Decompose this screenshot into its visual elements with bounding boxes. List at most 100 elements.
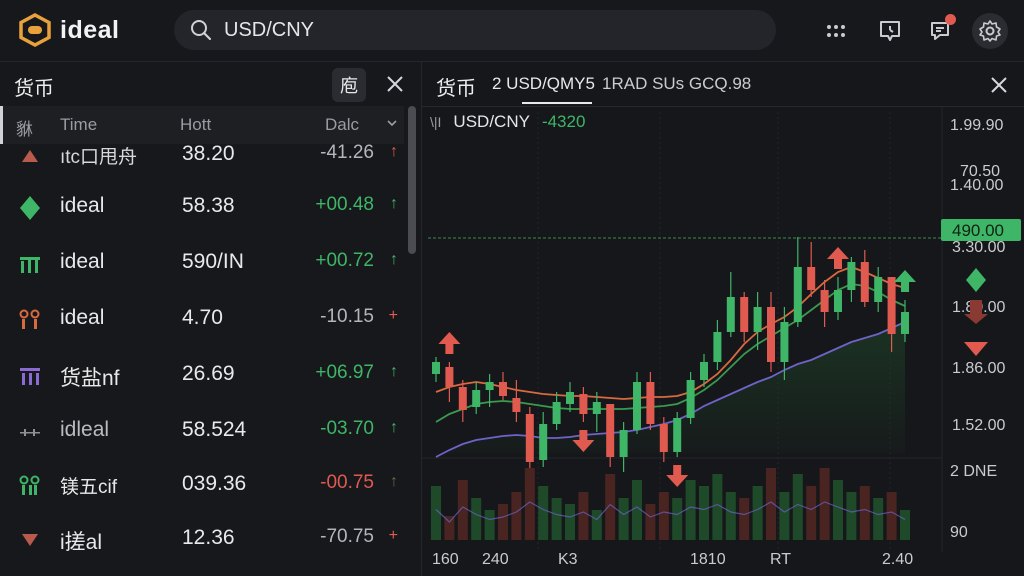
volume-average-line: [435, 501, 906, 523]
search-bar[interactable]: USD/CNY: [174, 10, 776, 50]
list-item[interactable]: 镁五cif 039.36 -00.75 ↑: [0, 458, 404, 514]
candle-body: [874, 277, 883, 302]
list-item[interactable]: ideal 4.70 -10.15 +: [0, 292, 404, 348]
current-price-tag: [941, 219, 1021, 241]
search-input[interactable]: USD/CNY: [224, 18, 315, 41]
volume-bar: [498, 504, 508, 540]
column-header-hot[interactable]: Hott: [180, 115, 212, 134]
candles: [432, 237, 909, 482]
column-header-time[interactable]: Time: [60, 115, 98, 134]
tab-usd-cny[interactable]: 2 USD/QMY5: [492, 74, 595, 93]
logo-hexagon-icon: [18, 13, 52, 47]
scrollbar[interactable]: [408, 106, 416, 254]
trend-arrow-icon: ↑: [390, 143, 398, 160]
list-item[interactable]: ıtc口甩舟 38.20 -41.26 ↑: [0, 128, 404, 184]
currency-price: 039.36: [182, 472, 247, 495]
candle-body: [579, 394, 588, 414]
down-triangle-icon: [18, 528, 42, 552]
currency-change: -03.70: [320, 418, 374, 439]
price-label: 1.99.90: [950, 117, 1003, 134]
column-header-0[interactable]: 貅: [16, 120, 33, 139]
app-logo[interactable]: ideal: [18, 13, 119, 47]
candle-body: [753, 307, 762, 332]
volume-bar: [819, 468, 830, 540]
currency-price: 26.69: [182, 362, 235, 385]
chart-panel: 货币 2 USD/QMY5 1RAD SUs GCQ.98 \|I USD/CN…: [422, 62, 1024, 576]
currency-price: 58.524: [182, 418, 247, 441]
close-icon[interactable]: [380, 69, 410, 99]
volume-bar: [538, 486, 549, 540]
volume-label: 90: [950, 524, 968, 541]
currency-name: ıtc口甩舟: [60, 147, 138, 168]
candle-body: [740, 297, 749, 332]
volume-label: 2 DNE: [950, 463, 997, 480]
volume-bar: [591, 510, 602, 540]
app-name: ideal: [60, 15, 120, 44]
volume-bar: [484, 510, 495, 540]
list-item[interactable]: ideal 590/IN +00.72 ↑: [0, 236, 404, 292]
bars-icon: [18, 474, 42, 498]
search-icon: [191, 20, 212, 41]
bars-icon: [18, 420, 42, 444]
time-label: K3: [558, 551, 578, 568]
volume-bar: [712, 474, 723, 540]
candle-body: [860, 262, 869, 302]
candle-body: [713, 332, 722, 362]
legend-change: -4320: [541, 112, 586, 131]
clock-tag-icon[interactable]: [872, 13, 908, 49]
price-label: 1.40.00: [950, 177, 1003, 194]
list-column-header: 貅 Time Hott Dalc: [0, 106, 404, 144]
chevron-down-icon[interactable]: [386, 114, 398, 134]
candle-body: [780, 322, 789, 362]
volume-bar: [632, 480, 642, 540]
volume-bar: [886, 492, 897, 540]
volume-bar: [739, 498, 750, 540]
moving-average-line: [435, 321, 906, 458]
current-price-label: 490.00: [952, 221, 1004, 240]
currency-name: 货盐nf: [60, 367, 120, 390]
candle-body: [445, 367, 454, 387]
settings-icon[interactable]: [972, 13, 1008, 49]
grid-icon[interactable]: [818, 13, 854, 49]
list-item[interactable]: i搓al 12.36 -70.75 +: [0, 512, 404, 568]
currency-name: i搓al: [60, 531, 103, 554]
close-icon[interactable]: [984, 70, 1014, 100]
volume-bar: [846, 492, 857, 540]
list-item[interactable]: 货盐nf 26.69 +06.97 ↑: [0, 348, 404, 404]
sell-arrow-icon: [964, 300, 988, 324]
currency-change: -10.15: [320, 306, 374, 327]
moving-average-line: [435, 266, 906, 400]
candle-body: [606, 404, 615, 457]
indicator-symbol: \|I: [430, 114, 442, 130]
volume-bar: [672, 498, 683, 540]
buy-signal-icon: [966, 268, 986, 292]
candle-body: [646, 382, 655, 424]
chat-notification-icon[interactable]: [924, 13, 960, 49]
column-header-daily[interactable]: Dalc: [325, 115, 360, 134]
list-item[interactable]: idleal 58.524 -03.70 ↑: [0, 404, 404, 460]
currency-change: -70.75: [320, 526, 374, 547]
sort-button[interactable]: 庖: [332, 68, 366, 102]
volume-bars: [431, 468, 910, 540]
candle-body: [901, 312, 909, 334]
chart-legend: \|I USD/CNY -4320: [430, 112, 585, 132]
time-label: 240: [482, 551, 509, 568]
tab-secondary[interactable]: 1RAD SUs GCQ.98: [602, 74, 752, 93]
volume-bar: [752, 486, 763, 540]
price-label: 70.50: [960, 163, 1000, 180]
candlestick-chart[interactable]: 1.99.90 70.50 1.40.00 3.30.00 1.80.00 1.…: [422, 62, 1024, 576]
currency-change: -41.26: [320, 142, 374, 163]
candle-body: [767, 307, 775, 362]
list-item[interactable]: ideal 58.38 +00.48 ↑: [0, 180, 404, 236]
candle-body: [485, 382, 494, 390]
trend-arrow-icon: +: [388, 307, 398, 324]
time-label: 2.40: [882, 551, 913, 568]
volume-bar: [578, 492, 589, 540]
top-bar: ideal USD/CNY: [0, 0, 1024, 62]
volume-bar: [873, 498, 884, 540]
volume-bar: [645, 504, 656, 540]
currency-change: +00.48: [315, 194, 374, 215]
candle-body: [887, 277, 896, 334]
volume-bar: [900, 510, 910, 540]
currency-price: 58.38: [182, 194, 235, 217]
